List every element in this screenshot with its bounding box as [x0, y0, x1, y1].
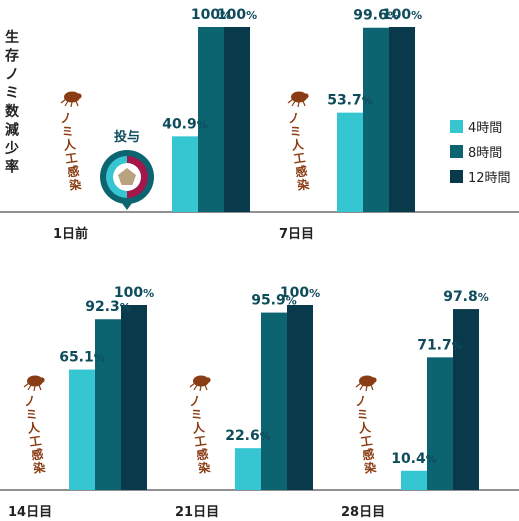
flea-icon [355, 375, 377, 392]
flea-icon [189, 375, 211, 392]
category-label-4: 21日目 [175, 505, 219, 520]
value-label-3-2: 92.3% [85, 299, 131, 315]
bar-5-1 [401, 470, 427, 490]
bar-2-2 [363, 27, 389, 212]
bar-1-1 [172, 136, 198, 212]
dose-label: 投与 [114, 129, 140, 145]
category-labels: 1日前 7日目 14日目 21日目 28日目 [8, 226, 385, 520]
bar-2-1 [337, 112, 363, 212]
category-label-5: 28日目 [341, 505, 385, 520]
flea-infection-label: ノミ人工感染 [22, 393, 47, 476]
bar-5-3 [453, 309, 479, 490]
bar-4-2 [261, 312, 287, 490]
y-axis-label: 生存ノミ数減少率 [4, 29, 20, 176]
flea-infection-label: ノミ人工感染 [187, 393, 212, 476]
value-label-4-1: 22.6% [225, 428, 271, 444]
dose-marker: 投与 [100, 129, 154, 210]
value-label-2-1: 53.7% [327, 93, 373, 109]
value-label-2-2: 99.6% [353, 8, 399, 24]
bar-1-3 [224, 27, 250, 212]
bar-3-3 [121, 305, 147, 490]
category-label-3: 14日目 [8, 505, 52, 520]
legend-label-3: 12時間 [468, 171, 511, 186]
value-label-2-3: 100% [382, 7, 422, 23]
legend-label-2: 8時間 [468, 146, 502, 161]
category-label-2: 7日目 [279, 227, 314, 242]
bar-1-2 [198, 27, 224, 212]
bar-4-3 [287, 305, 313, 490]
flea-icon [287, 91, 309, 108]
bar-5-2 [427, 357, 453, 490]
y-axis-title: 生存ノミ数減少率 [4, 29, 20, 176]
flea-infection-label: ノミ人工感染 [286, 110, 311, 193]
value-labels: 40.9%100%100%53.7%99.6%100%65.1%92.3%100… [59, 7, 489, 467]
value-label-4-2: 95.9% [251, 293, 297, 309]
bars [69, 27, 479, 490]
legend-swatch-2 [450, 145, 463, 158]
value-label-1-2: 100% [191, 7, 231, 23]
value-label-5-3: 97.8% [443, 289, 489, 305]
bar-3-2 [95, 319, 121, 490]
flea-icon [60, 91, 82, 108]
value-label-1-3: 100% [217, 7, 257, 23]
flea-infection-label: ノミ人工感染 [58, 110, 83, 193]
bar-2-3 [389, 27, 415, 212]
value-label-5-1: 10.4% [391, 451, 437, 467]
bar-3-1 [69, 369, 95, 490]
value-label-5-2: 71.7% [417, 337, 463, 353]
flea-icon [23, 375, 45, 392]
legend-label-1: 4時間 [468, 121, 502, 136]
value-label-3-1: 65.1% [59, 350, 105, 366]
legend: 4時間 8時間 12時間 [450, 120, 511, 186]
category-label-1: 1日前 [53, 226, 88, 242]
dose-pin-icon [100, 150, 154, 210]
value-label-3-3: 100% [114, 285, 154, 301]
flea-infection-label: ノミ人工感染 [353, 393, 378, 476]
legend-swatch-1 [450, 120, 463, 133]
value-label-4-3: 100% [280, 285, 320, 301]
value-label-1-1: 40.9% [162, 116, 208, 132]
legend-swatch-3 [450, 170, 463, 183]
bar-4-1 [235, 448, 261, 490]
